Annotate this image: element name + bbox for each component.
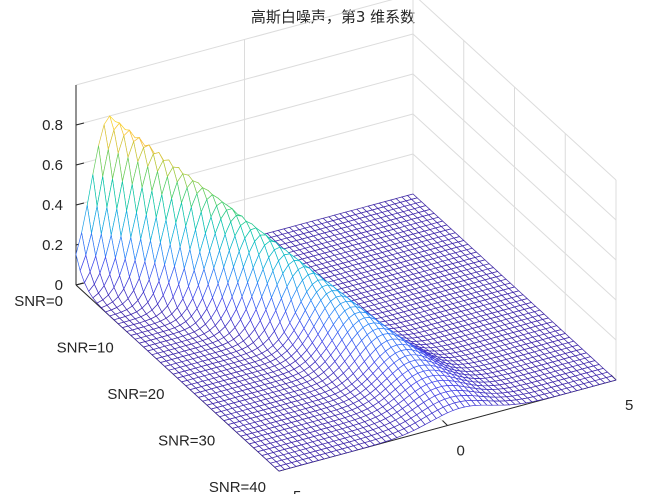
y-tick-label: SNR=30 [158,433,215,450]
z-tick-label: 0.2 [42,237,63,254]
z-tick-mark [75,122,85,126]
x-tick-label: 0 [457,443,465,460]
y-tick-label: SNR=0 [14,293,63,310]
z-tick-label: 0.4 [42,197,63,214]
z-tick-label: 0.6 [42,157,63,174]
y-tick-label: SNR=40 [209,479,266,494]
y-tick-label: SNR=20 [107,386,164,403]
z-tick-label: 0.8 [42,117,63,134]
z-tick-mark [75,202,85,206]
y-tick-mark [75,282,84,286]
grid-box-top-right [418,0,617,181]
y-tick-label: SNR=10 [57,340,114,357]
chart-title: 高斯白噪声，第3 维系数 [251,8,415,26]
surface-mesh [75,115,617,472]
grid-box-top-back [75,0,393,86]
tick-labels: 0 0.2 0.4 0.6 0.8 SNR=0 SNR=10 SNR=20 SNR=30 SNR=… [14,117,633,494]
z-tick-label: 0 [55,277,63,294]
z-tick-mark [75,162,85,166]
x-tick-mark [442,420,448,426]
mesh-cell [274,465,286,472]
x-tick-label: -5 [288,488,301,494]
x-tick-label: 5 [625,397,633,414]
